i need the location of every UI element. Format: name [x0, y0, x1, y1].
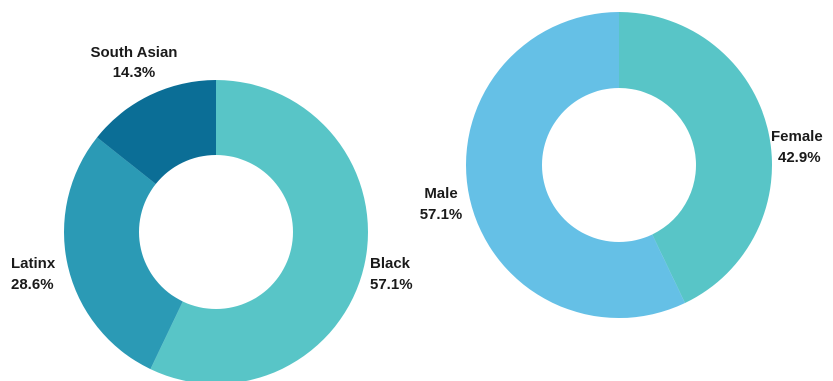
donut-slice-latinx — [64, 137, 183, 370]
slice-value-black: 57.1% — [370, 276, 413, 293]
donut-slice-south-asian — [97, 80, 216, 185]
gender-donut-chart — [465, 12, 772, 319]
slice-label-female: Female — [771, 128, 823, 145]
slice-value-male: 57.1% — [420, 206, 463, 223]
slice-label-south-asian: South Asian — [91, 44, 178, 61]
slice-value-latinx: 28.6% — [11, 276, 54, 293]
donut-slice-black — [150, 80, 368, 381]
donut-slice-female — [619, 12, 772, 304]
slice-value-female: 42.9% — [778, 149, 821, 166]
slice-label-black: Black — [370, 255, 411, 272]
slice-value-south-asian: 14.3% — [113, 64, 156, 81]
ethnicity-donut-chart — [64, 80, 368, 381]
slice-label-latinx: Latinx — [11, 255, 56, 272]
slice-label-male: Male — [424, 185, 457, 202]
donut-slice-male — [465, 12, 686, 319]
